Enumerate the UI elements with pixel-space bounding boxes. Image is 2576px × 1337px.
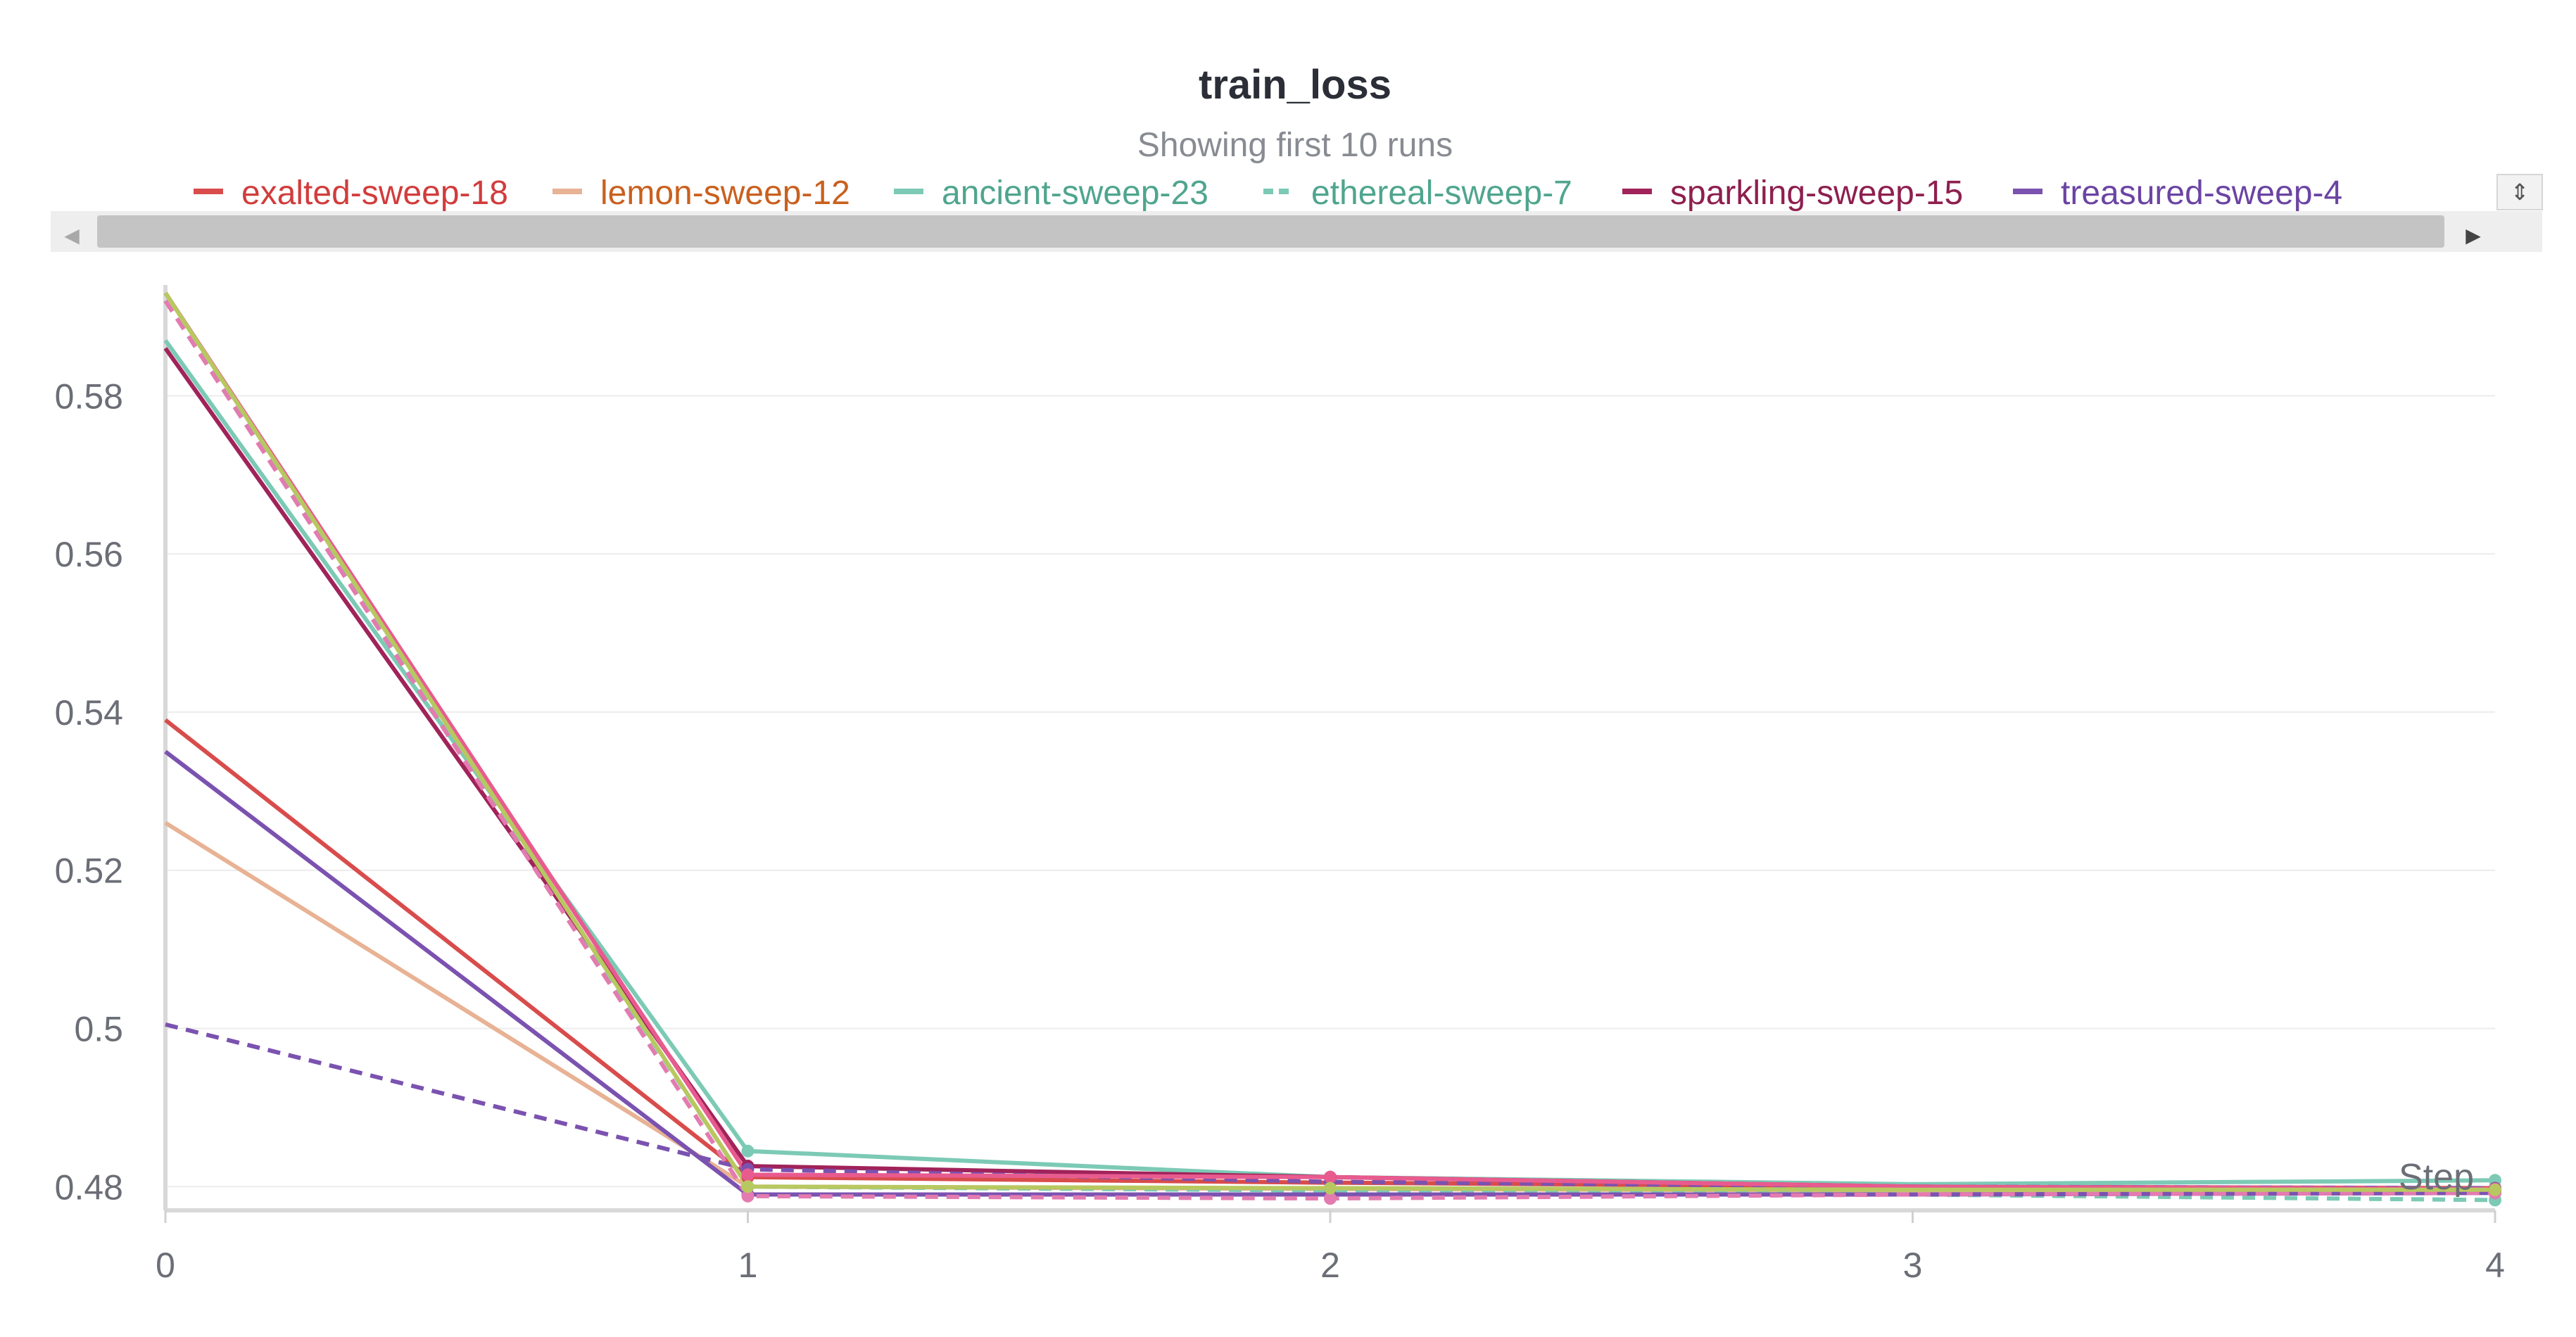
legend-label: ethereal-sweep-7 (1311, 175, 1572, 212)
series-line[interactable] (163, 299, 2496, 1203)
y-tick-label: 0.54 (55, 693, 123, 733)
series-line[interactable] (163, 291, 2495, 1192)
y-tick-label: 0.48 (55, 1167, 123, 1207)
y-tick-label: 0.52 (55, 851, 123, 891)
legend-label: exalted-sweep-18 (241, 175, 508, 212)
chart-subtitle: Showing first 10 runs (1137, 127, 1453, 164)
legend-updown-button[interactable]: ⇕ (2496, 174, 2543, 210)
x-tick-label: 1 (738, 1246, 758, 1285)
scroll-left-icon[interactable]: ◀ (64, 224, 80, 246)
x-axis-title: Step (2399, 1157, 2474, 1198)
x-tick-label: 4 (2485, 1246, 2505, 1285)
x-tick-label: 3 (1903, 1246, 1923, 1285)
scrollbar-thumb[interactable] (97, 215, 2444, 248)
series-line[interactable] (163, 291, 2496, 1191)
series-line[interactable] (164, 749, 2496, 1197)
series-line[interactable] (165, 1022, 2496, 1191)
series-line[interactable] (163, 347, 2496, 1193)
y-tick-label: 0.58 (55, 376, 123, 416)
legend-item[interactable]: lemon-sweep-12 (553, 175, 850, 212)
series-line[interactable] (163, 299, 2496, 1201)
series-lines (163, 291, 2496, 1203)
legend-label: sparkling-sweep-15 (1670, 175, 1963, 212)
legend-item[interactable]: exalted-sweep-18 (194, 175, 508, 212)
axes: 0.48 0.5 0.52 0.54 0.56 0.58 0 1 2 3 4 (55, 285, 2505, 1285)
legend-label: lemon-sweep-12 (600, 175, 850, 212)
series-point[interactable] (741, 1189, 755, 1203)
scroll-right-icon[interactable]: ▶ (2465, 224, 2481, 246)
legend-item[interactable]: ancient-sweep-23 (894, 175, 1208, 212)
legend-item[interactable]: treasured-sweep-4 (2013, 175, 2342, 212)
series-point[interactable] (741, 1180, 755, 1193)
legend-scrollbar[interactable]: ◀ ▶ (51, 211, 2542, 252)
y-tick-label: 0.5 (74, 1009, 123, 1048)
series-line[interactable] (163, 338, 2496, 1186)
legend: exalted-sweep-18 lemon-sweep-12 ancient-sw… (194, 175, 2342, 212)
series-line[interactable] (164, 718, 2496, 1191)
grid (165, 395, 2495, 1188)
series-point[interactable] (1324, 1192, 1337, 1205)
legend-label: ancient-sweep-23 (942, 175, 1208, 212)
series-points (741, 1144, 2501, 1207)
series-point[interactable] (2489, 1183, 2501, 1196)
chart-title: train_loss (1199, 62, 1391, 108)
x-tick-label: 0 (156, 1246, 175, 1285)
series-point[interactable] (741, 1168, 755, 1181)
x-tick-label: 2 (1320, 1246, 1340, 1285)
series-line[interactable] (164, 820, 2496, 1195)
updown-icon[interactable]: ⇕ (2511, 179, 2530, 205)
series-point[interactable] (741, 1144, 755, 1158)
y-tick-label: 0.56 (55, 535, 123, 574)
series-point[interactable] (1324, 1181, 1337, 1195)
series-point[interactable] (1324, 1170, 1337, 1184)
legend-item[interactable]: sparkling-sweep-15 (1622, 175, 1963, 212)
legend-label: treasured-sweep-4 (2061, 175, 2342, 212)
legend-item[interactable]: ethereal-sweep-7 (1263, 175, 1572, 212)
